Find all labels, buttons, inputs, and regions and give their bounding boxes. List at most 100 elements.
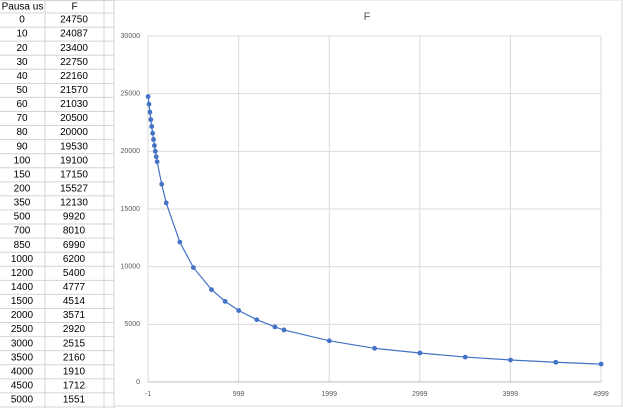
- x-tick-label: -1: [145, 391, 151, 398]
- chart-title: F: [364, 11, 371, 23]
- cell-f: 1551: [63, 395, 86, 406]
- cell-f: 22160: [60, 71, 88, 82]
- cell-f: 2160: [63, 352, 86, 363]
- cell-f: 17150: [60, 169, 88, 180]
- data-point: [159, 181, 165, 187]
- data-point: [151, 137, 156, 142]
- cell-f: 4777: [63, 282, 86, 293]
- y-tick-label: 5000: [124, 321, 140, 328]
- chart-frame: [113, 0, 623, 407]
- cell-x: 0: [19, 15, 25, 26]
- cell-f: 6990: [63, 240, 86, 251]
- cell-f: 6200: [63, 254, 86, 265]
- data-point: [152, 148, 158, 154]
- cell-x: 350: [14, 198, 31, 209]
- y-tick-label: 15000: [121, 206, 141, 213]
- cell-x: 5000: [11, 395, 34, 406]
- cell-x: 1000: [11, 254, 34, 265]
- data-point: [147, 109, 153, 115]
- cell-x: 90: [16, 141, 28, 152]
- cell-f: 21570: [60, 85, 88, 96]
- cell-f: 24087: [60, 29, 88, 40]
- data-point: [553, 359, 559, 365]
- cell-f: 1712: [63, 380, 86, 391]
- x-tick-label: 1999: [321, 391, 337, 398]
- data-point: [163, 200, 169, 206]
- cell-f: 19530: [60, 141, 88, 152]
- cell-x: 50: [16, 85, 28, 96]
- data-point: [148, 117, 154, 123]
- data-point: [154, 159, 160, 165]
- y-tick-label: 25000: [121, 91, 141, 98]
- cell-x: 70: [16, 113, 28, 124]
- cell-x: 1200: [11, 268, 34, 279]
- cell-f: 22750: [60, 57, 88, 68]
- data-point: [209, 287, 214, 293]
- cell-x: 20: [16, 43, 28, 54]
- cell-x: 1500: [11, 296, 34, 307]
- cell-x: 100: [14, 155, 31, 166]
- cell-x: 4500: [11, 380, 34, 391]
- cell-x: 40: [16, 71, 28, 82]
- data-point: [222, 298, 228, 304]
- y-tick-label: 20000: [121, 148, 141, 155]
- cell-f: 4514: [63, 296, 86, 307]
- cell-f: 19100: [60, 155, 88, 166]
- x-tick-label: 3999: [503, 391, 519, 398]
- cell-x: 1400: [11, 282, 34, 293]
- data-point: [254, 317, 260, 323]
- column-header: Pausa us: [2, 2, 44, 13]
- data-point: [177, 239, 183, 245]
- data-point: [281, 327, 287, 333]
- cell-x: 3500: [11, 352, 34, 363]
- series-line: [147, 96, 602, 365]
- data-point: [417, 350, 423, 356]
- cell-x: 10: [16, 29, 28, 40]
- data-point: [152, 143, 157, 148]
- cell-f: 20500: [60, 113, 88, 124]
- cell-x: 500: [14, 212, 31, 223]
- cell-f: 9920: [63, 212, 86, 223]
- cell-x: 200: [14, 184, 31, 195]
- data-point: [149, 124, 155, 129]
- y-tick-label: 10000: [121, 264, 141, 271]
- cell-x: 30: [16, 57, 28, 68]
- y-tick-label: 0: [136, 379, 140, 386]
- cell-f: 5400: [63, 268, 86, 279]
- cell-x: 150: [14, 169, 31, 180]
- data-point: [326, 338, 332, 344]
- cell-f: 2920: [63, 324, 86, 335]
- x-tick-label: 999: [233, 391, 245, 398]
- x-tick-label: 2999: [412, 391, 428, 398]
- cell-f: 20000: [60, 127, 88, 138]
- x-tick-label: 4999: [593, 391, 609, 398]
- cell-f: 15527: [60, 184, 88, 195]
- cell-f: 2515: [63, 338, 86, 349]
- column-header: F: [71, 2, 77, 13]
- cell-f: 1910: [63, 366, 86, 377]
- cell-x: 700: [14, 226, 31, 237]
- cell-f: 24750: [60, 15, 88, 26]
- data-point: [150, 130, 156, 136]
- cell-f: 12130: [60, 198, 88, 209]
- cell-f: 8010: [63, 226, 86, 237]
- data-point: [598, 361, 604, 367]
- cell-x: 3000: [11, 338, 34, 349]
- cell-x: 2000: [11, 310, 34, 321]
- data-point: [372, 345, 377, 351]
- data-point: [462, 354, 468, 360]
- data-point: [146, 101, 152, 107]
- data-point: [145, 94, 151, 99]
- data-point: [190, 265, 196, 270]
- y-tick-label: 30000: [121, 33, 141, 40]
- cell-x: 60: [16, 99, 28, 110]
- cell-f: 23400: [60, 43, 88, 54]
- cell-x: 4000: [11, 366, 34, 377]
- cell-f: 21030: [60, 99, 88, 110]
- cell-x: 80: [16, 127, 28, 138]
- data-point: [236, 308, 242, 313]
- data-point: [153, 154, 159, 160]
- cell-f: 3571: [63, 310, 86, 321]
